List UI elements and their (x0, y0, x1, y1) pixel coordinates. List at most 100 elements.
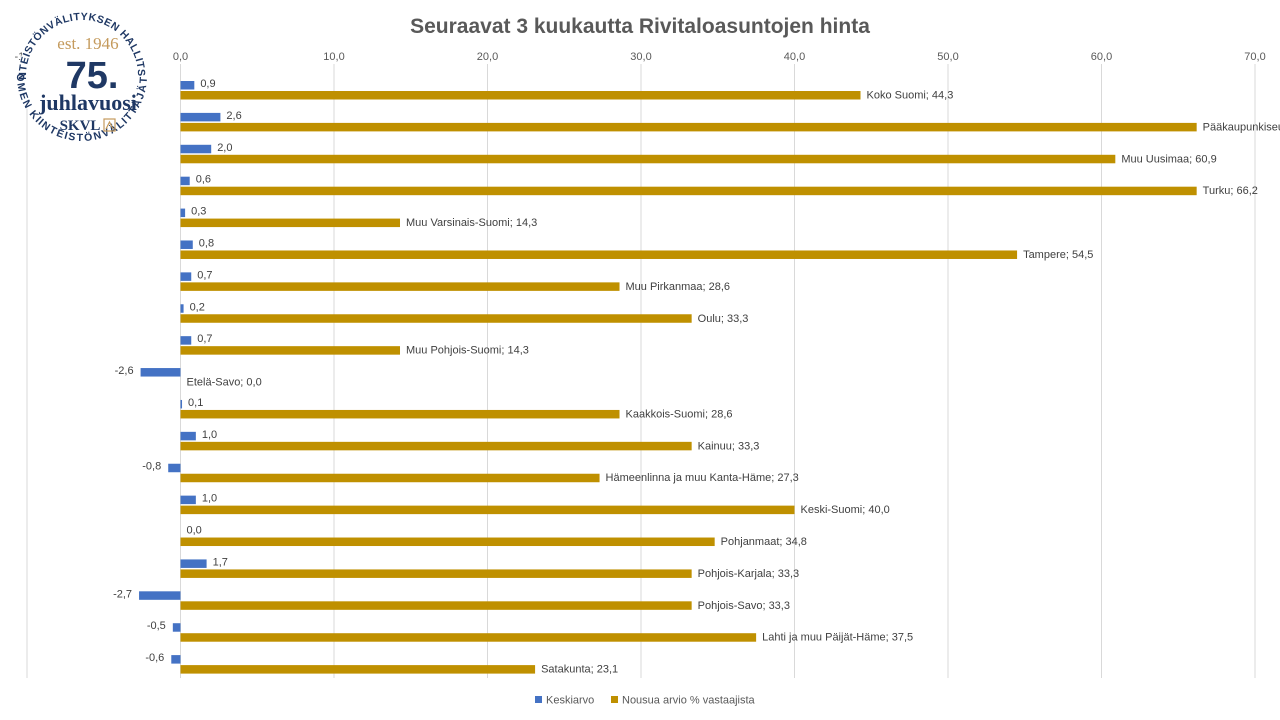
data-label-nousua: Satakunta; 23,1 (541, 664, 618, 676)
data-label-nousua: Etelä-Savo; 0,0 (187, 377, 262, 389)
data-label-keskiarvo: 1,7 (213, 556, 228, 568)
bar-nousua (180, 665, 536, 674)
data-label-nousua: Koko Suomi; 44,3 (867, 90, 954, 102)
data-label-keskiarvo: 0,3 (191, 206, 206, 218)
x-tick-label: 40,0 (784, 51, 805, 63)
bar-nousua (180, 250, 1018, 259)
data-label-nousua: Hämeenlinna ja muu Kanta-Häme; 27,3 (606, 472, 799, 484)
bar-keskiarvo (180, 431, 196, 441)
data-labels: 0,9 Koko Suomi; 44,3 2,6 Pääkaupunkiseutu; … (113, 78, 1280, 676)
bar-nousua (180, 122, 1197, 132)
data-label-nousua: Keski-Suomi; 40,0 (801, 504, 890, 516)
data-label-keskiarvo: 0,2 (190, 301, 205, 313)
bar-nousua (180, 282, 620, 291)
bar-nousua (180, 218, 401, 228)
bar-keskiarvo (180, 399, 183, 409)
bar-nousua (180, 154, 1116, 164)
bar-nousua (180, 91, 861, 100)
logo-background (18, 12, 146, 140)
bar-keskiarvo (180, 208, 186, 218)
logo-word: juhlavuosi (38, 90, 137, 115)
bar-keskiarvo (140, 368, 181, 377)
legend-label: Keskiarvo (546, 695, 594, 707)
data-label-nousua: Pohjois-Karjala; 33,3 (698, 568, 800, 580)
legend-swatch (535, 696, 542, 703)
data-label-keskiarvo: 0,0 (187, 525, 202, 537)
data-label-keskiarvo: -2,6 (115, 365, 134, 377)
data-label-keskiarvo: 2,6 (226, 110, 241, 122)
bar-keskiarvo (180, 144, 212, 154)
bar-keskiarvo (180, 304, 184, 313)
bar-nousua (180, 441, 692, 451)
x-axis-ticks: -10,00,010,020,030,040,050,060,070,0 (14, 51, 1265, 63)
data-label-keskiarvo: 0,7 (197, 333, 212, 345)
bar-nousua (180, 601, 692, 610)
bar-nousua (180, 633, 757, 642)
chart-title: Seuraavat 3 kuukautta Rivitaloasuntojen … (410, 15, 870, 38)
bar-nousua (180, 314, 692, 323)
bar-keskiarvo (180, 272, 192, 281)
bar-nousua (180, 537, 715, 547)
bar-keskiarvo (171, 655, 181, 664)
bar-keskiarvo (139, 591, 181, 600)
bar-keskiarvo (180, 112, 221, 122)
data-label-nousua: Pohjois-Savo; 33,3 (698, 600, 790, 612)
x-tick-label: 60,0 (1091, 51, 1112, 63)
bar-keskiarvo (180, 240, 193, 249)
data-label-keskiarvo: -0,5 (147, 620, 166, 632)
legend: Keskiarvo Nousua arvio % vastaajista (535, 695, 756, 707)
bar-nousua (180, 409, 620, 419)
legend-label: Nousua arvio % vastaajista (622, 695, 756, 707)
bar-keskiarvo (180, 559, 207, 568)
bar-nousua (180, 505, 795, 515)
data-label-nousua: Muu Pohjois-Suomi; 14,3 (406, 345, 529, 357)
bar-keskiarvo (180, 81, 195, 90)
logo-number: 75. (66, 55, 119, 97)
x-tick-label: 70,0 (1244, 51, 1265, 63)
bar-keskiarvo (180, 176, 190, 186)
data-label-keskiarvo: 2,0 (217, 142, 232, 154)
data-label-nousua: Pohjanmaat; 34,8 (721, 536, 807, 548)
skvl-logo: KIINTEISTÖNVÄLITYKSEN HALLITSIJA SUOMEN … (0, 0, 150, 144)
data-label-nousua: Muu Varsinais-Suomi; 14,3 (406, 217, 537, 229)
bar-nousua (180, 346, 401, 355)
data-label-nousua: Muu Pirkanmaa; 28,6 (626, 281, 731, 293)
data-label-nousua: Muu Uusimaa; 60,9 (1121, 153, 1216, 165)
x-tick-label: 30,0 (630, 51, 651, 63)
data-label-keskiarvo: -0,6 (145, 652, 164, 664)
data-label-nousua: Oulu; 33,3 (698, 313, 749, 325)
data-label-keskiarvo: 0,7 (197, 269, 212, 281)
data-label-keskiarvo: 0,6 (196, 174, 211, 186)
x-tick-label: 10,0 (323, 51, 344, 63)
x-tick-label: 0,0 (173, 51, 188, 63)
data-label-keskiarvo: 1,0 (202, 493, 217, 505)
data-label-nousua: Tampere; 54,5 (1023, 249, 1093, 261)
bar-nousua (180, 186, 1197, 196)
x-tick-label: 20,0 (477, 51, 498, 63)
logo-roof-icon (105, 120, 114, 130)
data-label-nousua: Turku; 66,2 (1203, 185, 1258, 197)
data-label-nousua: Kainuu; 33,3 (698, 440, 760, 452)
data-label-keskiarvo: 1,0 (202, 429, 217, 441)
data-label-keskiarvo: 0,8 (199, 237, 214, 249)
bar-keskiarvo (168, 463, 181, 473)
legend-swatch (611, 696, 618, 703)
logo-est: est. 1946 (57, 34, 118, 53)
data-label-keskiarvo: 0,9 (200, 78, 215, 90)
bar-nousua (180, 473, 600, 483)
data-label-keskiarvo: -0,8 (142, 461, 161, 473)
bar-keskiarvo (180, 495, 196, 505)
bar-nousua (180, 569, 692, 578)
data-label-keskiarvo: 0,1 (188, 397, 203, 409)
bar-keskiarvo (172, 623, 181, 632)
data-label-nousua: Kaakkois-Suomi; 28,6 (626, 408, 733, 420)
data-label-nousua: Pääkaupunkiseutu; 66,2 (1203, 121, 1280, 133)
x-tick-label: 50,0 (937, 51, 958, 63)
data-label-nousua: Lahti ja muu Päijät-Häme; 37,5 (762, 632, 913, 644)
bar-keskiarvo (180, 336, 192, 345)
logo-house-icon (103, 118, 116, 132)
data-label-keskiarvo: -2,7 (113, 588, 132, 600)
bars (139, 81, 1197, 674)
logo-brand: SKVL (60, 118, 101, 134)
